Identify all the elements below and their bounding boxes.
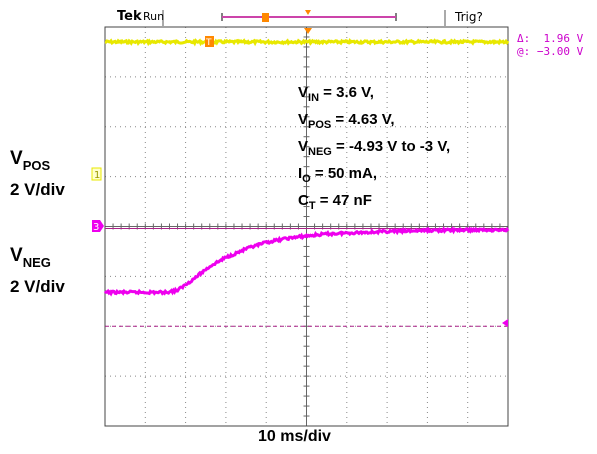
conditions-annotation: VIN = 3.6 V, VPOS = 4.63 V, VNEG = -4.93… bbox=[298, 80, 450, 215]
markers: 1 3 T bbox=[91, 28, 508, 327]
vneg-scale: 2 V/div bbox=[10, 277, 65, 296]
measurement-readout: Δ: 1.96 V @: −3.00 V bbox=[517, 32, 583, 58]
trigger-marker-label: T bbox=[205, 38, 212, 48]
traces bbox=[103, 37, 510, 297]
trigger-level-marker bbox=[502, 319, 508, 327]
trigger-marker bbox=[205, 36, 214, 47]
ct-line: CT = 47 nF bbox=[298, 192, 372, 212]
at-label: @: bbox=[517, 45, 531, 58]
vin-line: VIN = 3.6 V, bbox=[298, 84, 374, 104]
plot-border bbox=[104, 26, 509, 427]
brand-label: Tek bbox=[117, 9, 142, 24]
cursor-lines bbox=[105, 227, 508, 327]
vneg-label: VNEG bbox=[10, 245, 51, 270]
trigger-time-marker bbox=[304, 28, 312, 34]
at-value: −3.00 V bbox=[536, 45, 584, 58]
vpos-line: VPOS = 4.63 V, bbox=[298, 111, 395, 131]
run-status: Run bbox=[143, 10, 165, 23]
trace-ch3 bbox=[103, 226, 510, 297]
vpos-label: VPOS bbox=[10, 148, 51, 173]
io-line: IO = 50 mA, bbox=[298, 165, 378, 185]
ch1-marker-label: 1 bbox=[94, 170, 100, 181]
ch3-marker-label: 3 bbox=[93, 222, 99, 233]
record-trigger-marker bbox=[262, 13, 269, 22]
trace-ch1 bbox=[104, 37, 510, 47]
delta-value: 1.96 V bbox=[543, 32, 584, 45]
vpos-scale: 2 V/div bbox=[10, 180, 65, 199]
x-axis-label: 10 ms/div bbox=[258, 428, 331, 445]
ch3-ground-marker bbox=[92, 220, 104, 232]
vneg-line: VNEG = -4.93 V to -3 V, bbox=[298, 138, 451, 158]
ch1-ground-marker bbox=[91, 167, 102, 181]
trigger-status: Trig? bbox=[455, 10, 483, 24]
delta-label: Δ: bbox=[517, 32, 531, 45]
trigger-position-arrow bbox=[305, 10, 311, 15]
